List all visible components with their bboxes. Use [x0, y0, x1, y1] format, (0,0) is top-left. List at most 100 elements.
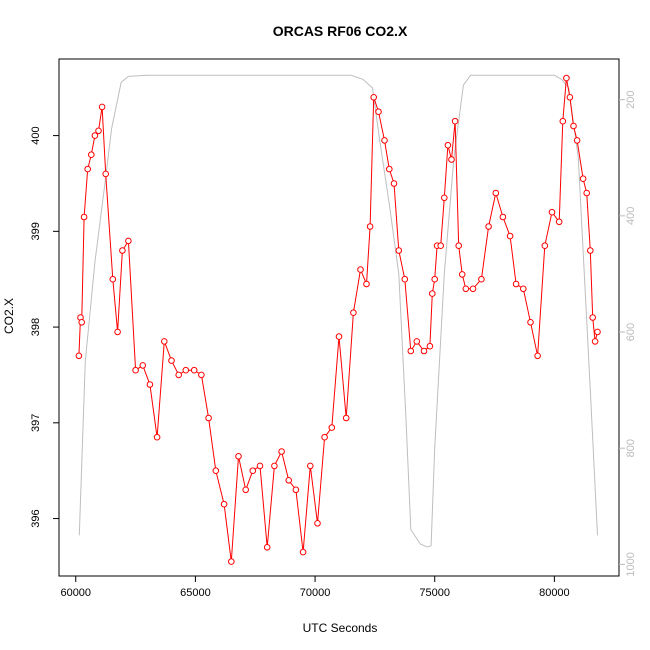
- co2-point: [271, 462, 278, 470]
- co2-point: [455, 242, 463, 249]
- co2-point: [381, 137, 388, 144]
- co2-point: [363, 280, 370, 288]
- x-axis-ticks: 60000 65000 70000 75000 80000: [60, 576, 570, 599]
- co2-point: [563, 74, 570, 82]
- co2-point: [437, 242, 445, 249]
- x-tick-label: 80000: [539, 587, 570, 599]
- co2-point: [350, 309, 357, 317]
- co2-point: [114, 328, 121, 336]
- co2-point: [98, 103, 106, 111]
- co2-point: [492, 189, 500, 197]
- co2-point: [175, 371, 182, 379]
- pressure-line: [78, 74, 598, 548]
- y-tick-label: 400: [30, 126, 42, 144]
- co2-point: [520, 285, 527, 293]
- co2-point: [589, 314, 597, 321]
- y-tick-label: 399: [30, 222, 42, 240]
- co2-point: [485, 223, 492, 230]
- co2-point: [426, 342, 434, 350]
- co2-point: [125, 237, 132, 245]
- co2-point: [75, 352, 83, 360]
- co2-point: [132, 366, 139, 374]
- co2-point: [527, 319, 534, 326]
- x-tick-label: 60000: [60, 587, 91, 599]
- co2-point: [198, 371, 205, 379]
- co2-point: [146, 381, 154, 388]
- co2-point: [242, 486, 249, 494]
- co2-point: [84, 165, 91, 173]
- co2-point: [321, 433, 328, 441]
- co2-point: [228, 558, 235, 565]
- co2-point: [591, 338, 599, 345]
- co2-point: [555, 218, 563, 226]
- y-axis-label: CO2.X: [2, 298, 16, 334]
- co2-point: [119, 247, 126, 254]
- co2-point: [478, 275, 485, 283]
- co2-point: [249, 467, 257, 475]
- co2-line: [78, 78, 598, 562]
- y-tick-label: 398: [30, 318, 42, 336]
- co2-point: [506, 232, 514, 240]
- x-tick-label: 65000: [180, 587, 211, 599]
- y2-tick-label: 800: [625, 439, 637, 457]
- y2-axis-ticks: 200 400 600 800 1000: [619, 90, 637, 577]
- x-tick-label: 70000: [300, 587, 331, 599]
- co2-point: [469, 285, 477, 293]
- co2-point: [256, 462, 264, 470]
- co2-point: [335, 333, 343, 340]
- y2-tick-label: 200: [625, 90, 637, 108]
- x-tick-label: 75000: [419, 587, 450, 599]
- co2-point: [429, 290, 436, 297]
- co2-point: [205, 414, 212, 422]
- co2-point: [458, 271, 466, 278]
- co2-point: [182, 366, 190, 374]
- co2-point: [499, 213, 507, 221]
- co2-point: [278, 448, 285, 455]
- co2-point: [390, 180, 398, 187]
- y-tick-label: 397: [30, 414, 42, 432]
- co2-point: [401, 275, 409, 283]
- pressure-series: [78, 74, 598, 548]
- co2-point: [168, 357, 175, 364]
- co2-point: [366, 223, 374, 230]
- co2-point: [448, 156, 455, 163]
- co2-point: [263, 544, 271, 551]
- co2-point: [212, 467, 220, 475]
- co2-point: [594, 328, 601, 336]
- co2-point: [559, 117, 567, 125]
- co2-point: [386, 165, 393, 173]
- co2-point: [441, 194, 448, 202]
- co2-point: [444, 141, 452, 149]
- co2-point: [407, 347, 415, 355]
- co2-point: [579, 175, 587, 182]
- y2-tick-label: 600: [625, 323, 637, 341]
- co2-point: [395, 247, 403, 254]
- co2-point: [78, 319, 85, 326]
- chart-title: ORCAS RF06 CO2.X: [273, 23, 408, 39]
- co2-point: [420, 347, 428, 355]
- y-tick-label: 396: [30, 509, 42, 527]
- co2-point: [95, 127, 102, 135]
- co2-point: [370, 94, 378, 101]
- co2-point: [220, 500, 228, 508]
- y2-tick-label: 400: [625, 207, 637, 225]
- co2-point: [190, 366, 198, 374]
- co2-point: [299, 548, 307, 556]
- co2-point: [328, 424, 336, 431]
- co2-point: [566, 94, 574, 101]
- co2-point: [534, 352, 541, 360]
- co2-point: [462, 285, 470, 293]
- co2-point: [161, 338, 168, 345]
- co2-point: [541, 242, 549, 249]
- co2-point: [235, 453, 242, 460]
- co2-point: [570, 122, 577, 130]
- co2-point: [573, 137, 581, 144]
- co2-point: [431, 275, 439, 283]
- co2-point: [357, 266, 364, 273]
- co2-point: [139, 362, 147, 369]
- co2-point: [91, 132, 99, 139]
- co2-point: [80, 213, 88, 221]
- co2-series: [75, 74, 601, 565]
- co2-point: [587, 247, 594, 254]
